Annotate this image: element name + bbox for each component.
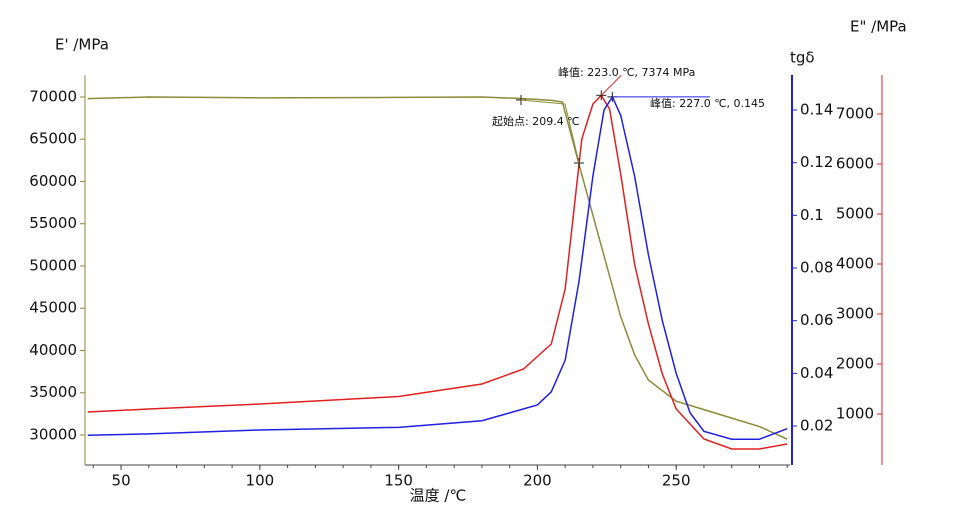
x-axis-title: 温度 /℃: [410, 487, 467, 505]
x-tick-label: 150: [384, 472, 413, 490]
leader: [520, 99, 566, 105]
y-axis-title: E' /MPa: [55, 36, 109, 54]
y-tick-label: 35000: [29, 383, 77, 401]
x-tick-label: 250: [662, 472, 691, 490]
y-tick-label: 45000: [29, 299, 77, 317]
y2-tick-label: 0.04: [800, 364, 833, 382]
x-tick-label: 100: [246, 472, 275, 490]
y3-tick-label: 5000: [836, 205, 874, 223]
data-line: [87, 96, 788, 440]
data-line: [87, 94, 788, 450]
y2-tick-label: 0.08: [800, 259, 833, 277]
y-tick-label: 65000: [29, 130, 77, 148]
y-tick-label: 60000: [29, 172, 77, 190]
y-tick-label: 70000: [29, 87, 77, 105]
y3-axis-title: E" /MPa: [850, 18, 907, 36]
annotation: 峰值: 227.0 ℃, 0.145: [650, 97, 765, 110]
y2-tick-label: 0.06: [800, 311, 833, 329]
y2-tick-label: 0.12: [800, 153, 833, 171]
y3-tick-label: 3000: [836, 305, 874, 323]
y-tick-label: 50000: [29, 256, 77, 274]
leader: [600, 74, 622, 96]
y2-tick-label: 0.14: [800, 101, 833, 119]
annotation: 起始点: 209.4 ℃: [492, 114, 580, 128]
annotation: 峰值: 223.0 ℃, 7374 MPa: [558, 66, 695, 79]
y3-tick-label: 1000: [836, 405, 874, 423]
y-tick-label: 55000: [29, 214, 77, 232]
y-tick-label: 30000: [29, 426, 77, 444]
y2-tick-label: 0.02: [800, 417, 833, 435]
leader: [564, 103, 580, 164]
y-tick-label: 40000: [29, 341, 77, 359]
x-tick-label: 50: [112, 472, 131, 490]
y3-tick-label: 7000: [836, 105, 874, 123]
y3-tick-label: 6000: [836, 155, 874, 173]
y3-tick-label: 4000: [836, 255, 874, 273]
y3-tick-label: 2000: [836, 355, 874, 373]
x-tick-label: 200: [523, 472, 552, 490]
y2-tick-label: 0.1: [800, 206, 824, 224]
data-line: [87, 95, 788, 440]
y2-axis-title: tgδ: [790, 49, 815, 67]
